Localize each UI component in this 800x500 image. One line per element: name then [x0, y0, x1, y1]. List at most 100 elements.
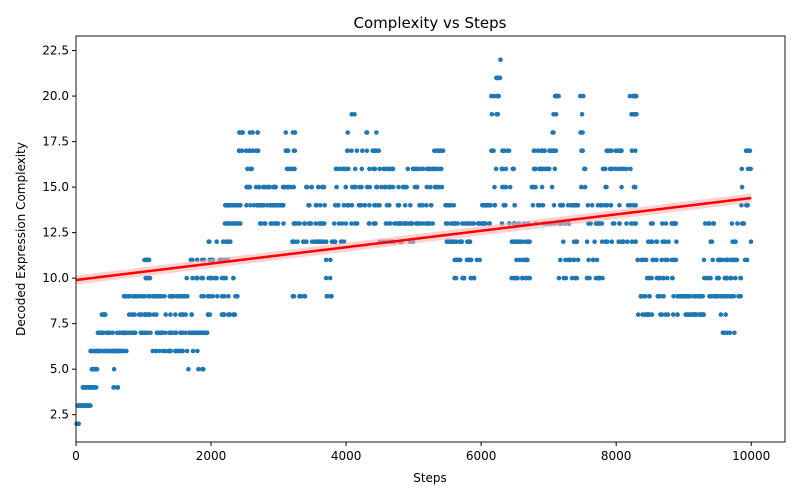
data-point	[582, 184, 588, 190]
data-point	[627, 93, 633, 99]
data-point	[552, 166, 558, 172]
y-tick-label: 2.5	[50, 408, 69, 422]
data-point	[291, 184, 297, 190]
data-point	[388, 221, 393, 226]
data-point	[190, 330, 195, 336]
data-point	[270, 184, 276, 190]
data-point	[511, 275, 517, 281]
data-point	[219, 275, 225, 281]
data-point	[500, 148, 505, 153]
data-point	[419, 166, 425, 172]
data-point	[244, 203, 249, 208]
data-point	[371, 166, 376, 172]
data-point	[163, 330, 168, 336]
data-point	[661, 275, 666, 281]
x-tick-label: 2000	[196, 449, 227, 463]
data-point	[579, 112, 585, 117]
data-point	[157, 294, 163, 299]
data-point	[512, 239, 517, 244]
data-point	[629, 239, 635, 244]
x-axis: 0 2000 4000 6000 8000 10000	[72, 442, 770, 463]
data-point	[617, 221, 622, 226]
data-point	[292, 148, 298, 153]
data-point	[468, 275, 474, 281]
data-point	[494, 112, 499, 117]
data-point	[388, 184, 393, 190]
data-point	[304, 239, 309, 244]
data-point	[226, 203, 232, 208]
data-point	[493, 166, 499, 172]
x-tick-label: 6000	[466, 449, 497, 463]
data-point	[292, 130, 298, 135]
data-point	[332, 239, 338, 244]
data-point	[319, 239, 324, 244]
data-point	[474, 257, 480, 263]
data-point	[748, 239, 754, 244]
data-point	[143, 275, 149, 281]
data-point	[691, 312, 696, 317]
data-point	[280, 203, 286, 208]
data-point	[336, 221, 342, 226]
data-point	[639, 257, 645, 263]
data-point	[195, 330, 200, 336]
data-point	[589, 203, 595, 208]
data-point	[323, 275, 329, 281]
data-point	[489, 93, 494, 99]
data-point	[604, 184, 609, 190]
data-point	[625, 239, 630, 244]
data-point	[620, 239, 626, 244]
data-point	[396, 184, 401, 190]
data-point	[166, 348, 172, 354]
data-point	[634, 93, 639, 99]
data-point	[247, 184, 253, 190]
data-point	[245, 166, 250, 172]
data-point	[489, 112, 495, 117]
data-point	[229, 221, 234, 226]
data-point	[432, 184, 438, 190]
y-tick-label: 15.0	[42, 180, 69, 194]
data-point	[424, 221, 430, 226]
data-point	[315, 184, 321, 190]
data-point	[246, 148, 251, 153]
data-point	[130, 312, 136, 317]
data-point	[728, 275, 733, 281]
data-point	[142, 330, 148, 336]
data-point	[428, 203, 434, 208]
data-point	[733, 275, 738, 281]
data-point	[457, 257, 462, 263]
data-point	[538, 148, 544, 153]
data-point	[487, 221, 492, 226]
data-point	[226, 294, 231, 299]
data-point	[556, 275, 562, 281]
data-point	[525, 239, 531, 244]
data-point	[730, 239, 735, 244]
data-point	[605, 239, 610, 244]
data-point	[151, 312, 157, 317]
data-point	[723, 275, 729, 281]
data-point	[173, 312, 178, 317]
data-point	[340, 239, 345, 244]
data-point	[658, 312, 663, 317]
data-point	[190, 348, 196, 354]
chart-title: Complexity vs Steps	[354, 14, 507, 32]
data-point	[372, 221, 377, 226]
data-point	[630, 221, 635, 226]
data-point	[671, 294, 676, 299]
data-point	[179, 348, 185, 354]
data-point	[158, 330, 164, 336]
data-point	[414, 184, 420, 190]
data-point	[161, 348, 166, 354]
data-point	[207, 239, 212, 244]
data-point	[250, 148, 255, 153]
data-point	[674, 239, 679, 244]
data-point	[328, 257, 333, 263]
data-point	[530, 203, 536, 208]
data-point	[648, 221, 654, 226]
data-point	[300, 239, 306, 244]
data-point	[630, 93, 636, 99]
data-point	[748, 166, 753, 172]
data-point	[103, 312, 108, 317]
data-point	[666, 239, 671, 244]
data-point	[438, 148, 443, 153]
data-point	[309, 184, 315, 190]
